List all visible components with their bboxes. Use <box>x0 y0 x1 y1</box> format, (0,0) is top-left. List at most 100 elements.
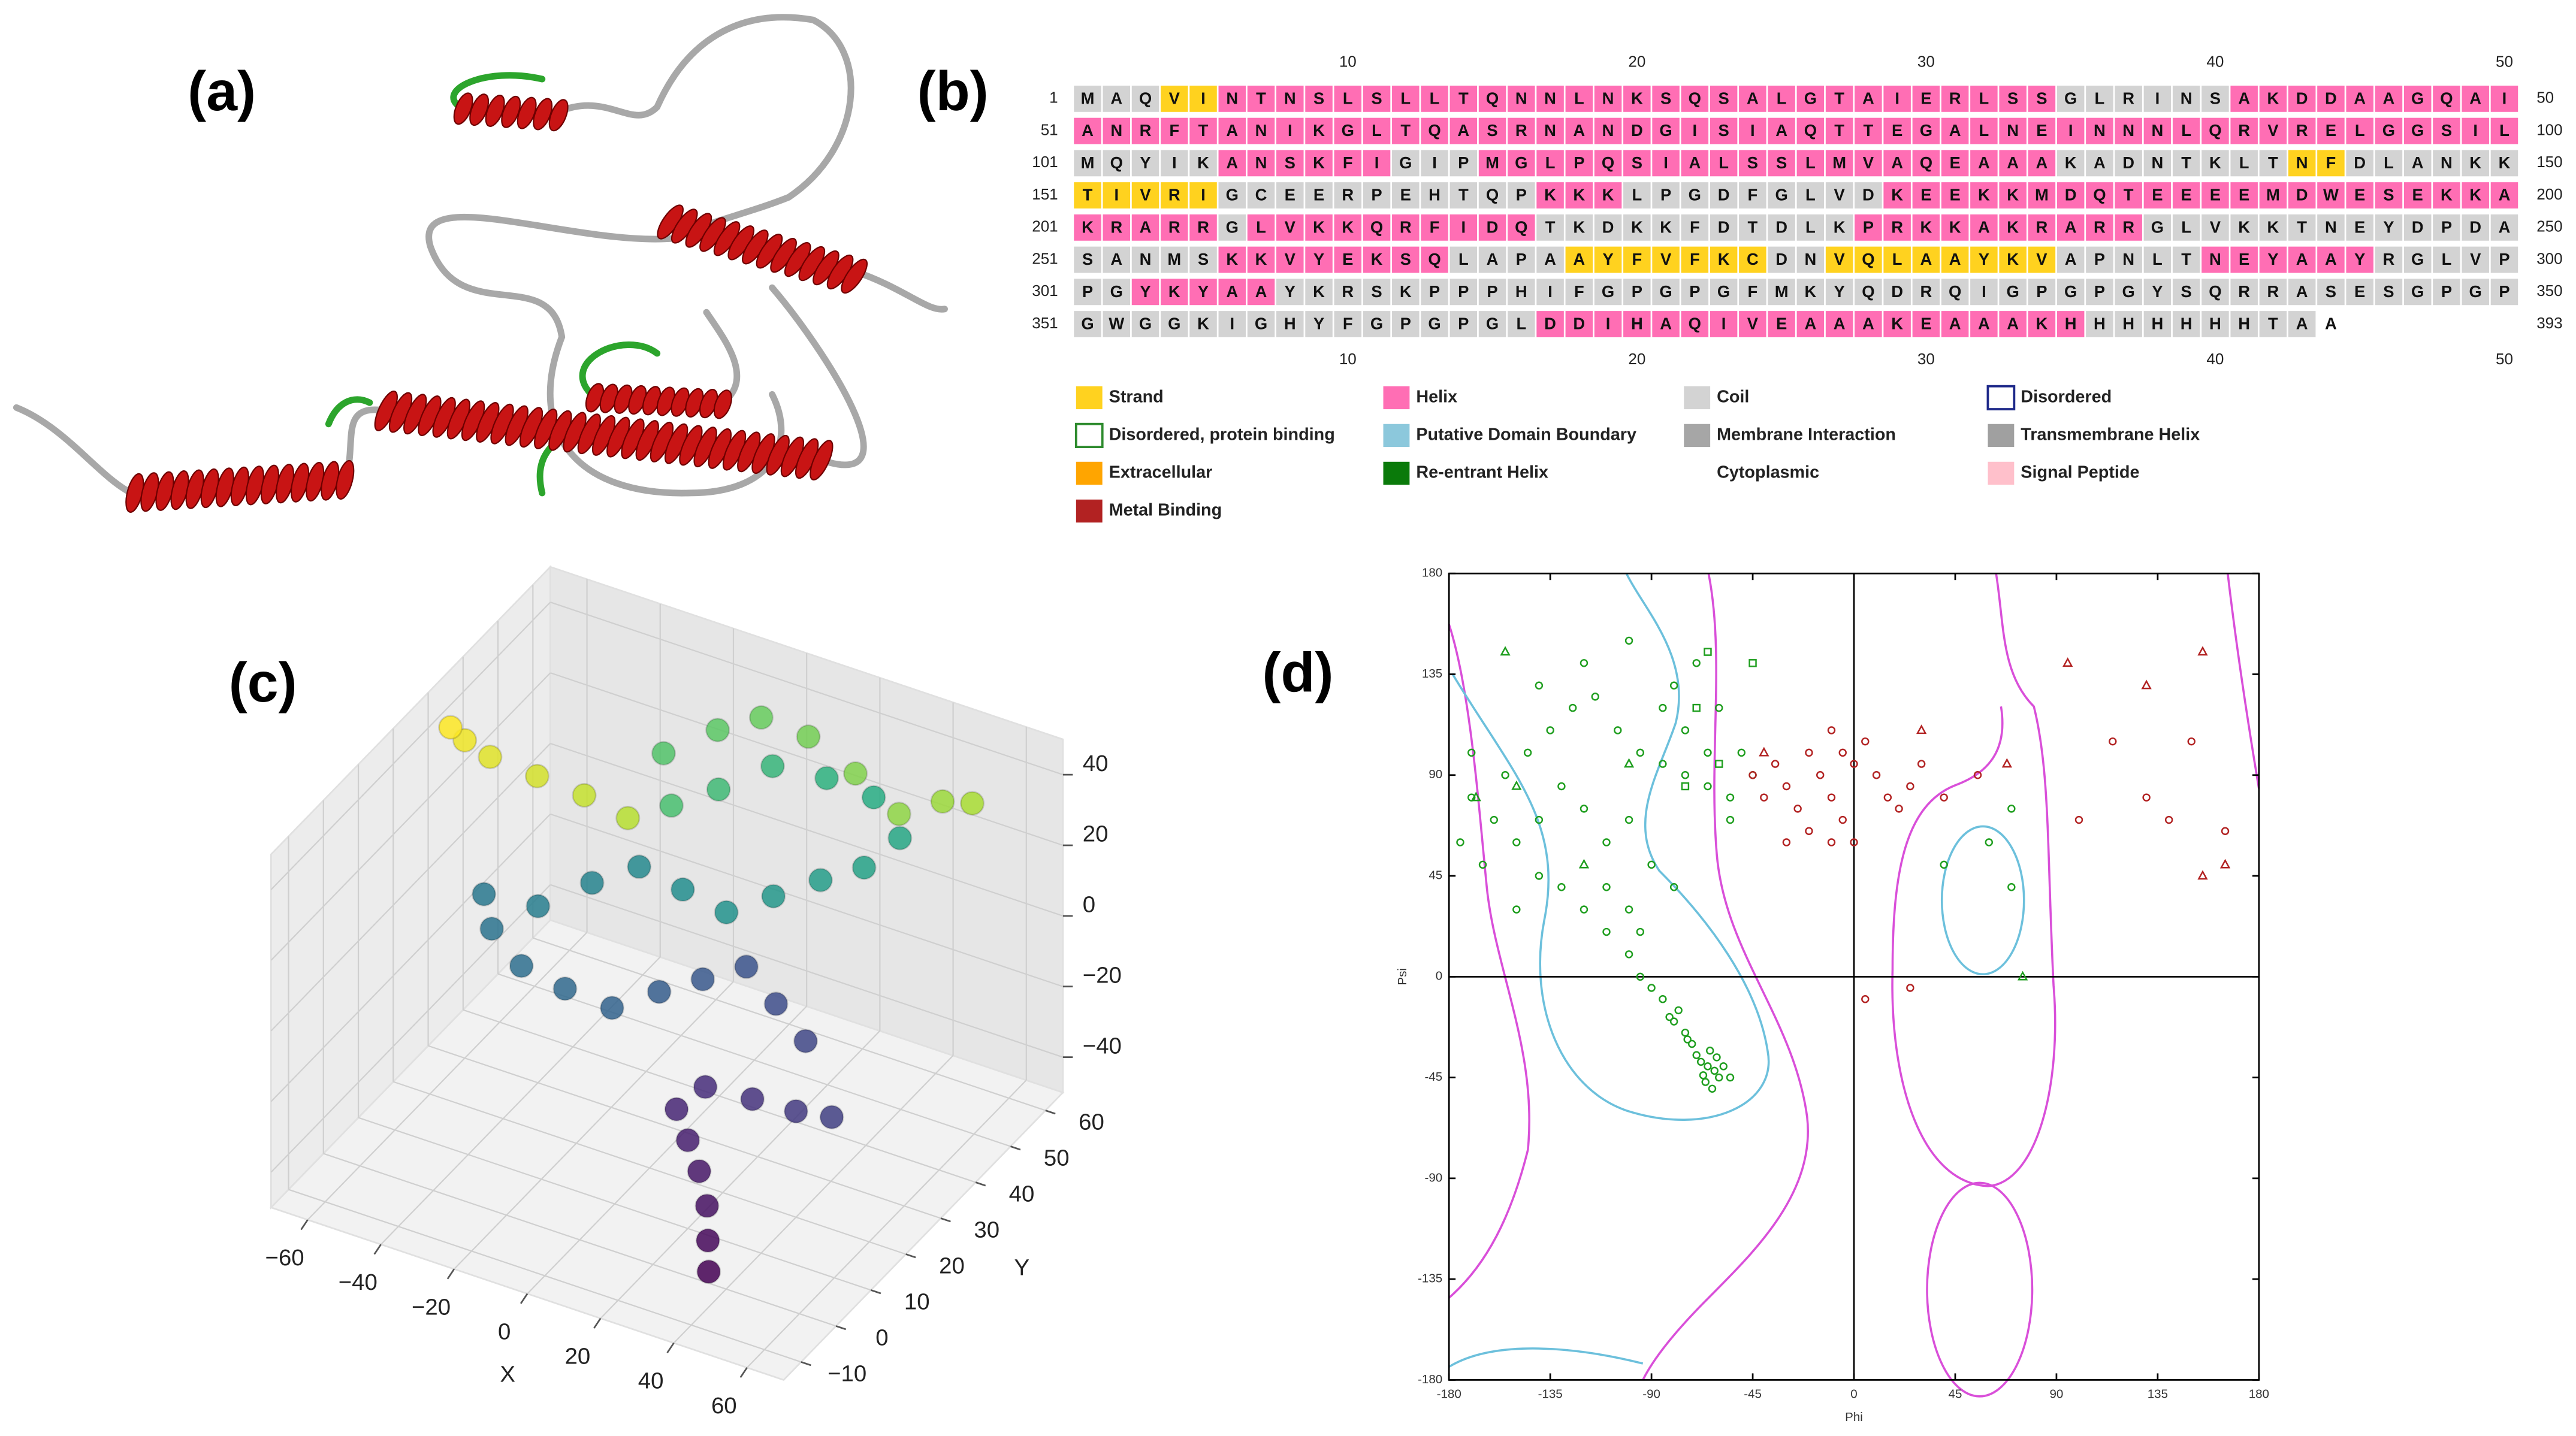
point <box>705 717 730 743</box>
residue-cell <box>1825 214 1853 241</box>
point <box>670 877 695 902</box>
residue-point <box>1674 1006 1683 1015</box>
residue-cell <box>1276 85 1304 112</box>
residue-cell <box>1421 214 1448 241</box>
legend-swatch <box>1074 422 1104 449</box>
residue-point <box>1940 860 1948 869</box>
row-start: 1 <box>1049 89 1058 107</box>
residue-cell <box>1594 214 1622 241</box>
residue-point <box>1602 883 1611 891</box>
grid-line <box>270 743 551 1032</box>
residue-point <box>1940 793 1948 802</box>
grid-line <box>270 814 551 1102</box>
residue-cell <box>1189 246 1217 273</box>
residue-point <box>1683 1035 1692 1044</box>
residue-cell <box>2403 150 2432 177</box>
residue-cell <box>1218 117 1246 144</box>
residue-point <box>1623 758 1635 768</box>
y-tick-label: 50 <box>1044 1145 1070 1171</box>
residue-cell <box>2462 117 2489 144</box>
residue-cell <box>1103 311 1131 337</box>
residue-cell <box>1739 182 1766 209</box>
legend-swatch <box>1383 424 1410 448</box>
residue-cell <box>2433 150 2460 177</box>
x-tick-label: 135 <box>2148 1387 2168 1401</box>
residue-cell <box>1363 214 1391 241</box>
residue-cell <box>2201 214 2229 241</box>
sequence-panel: 10102020303040405050MAQVINTNSLSLLTQNNLNK… <box>1032 52 2563 523</box>
residue-cell <box>1941 117 1969 144</box>
residue-cell <box>2490 150 2518 177</box>
residue-cell <box>1247 246 1275 273</box>
point <box>714 900 739 925</box>
residue-cell <box>1623 214 1651 241</box>
residue-cell <box>1334 182 1362 209</box>
point <box>763 991 789 1017</box>
coil <box>13 404 135 497</box>
residue-cell <box>1218 85 1246 112</box>
residue-point <box>1535 815 1544 824</box>
residue-point <box>1708 1084 1717 1093</box>
residue-cell <box>1363 150 1391 177</box>
point <box>886 802 911 827</box>
residue-cell <box>2230 214 2258 241</box>
y-tick-label: 20 <box>939 1253 965 1279</box>
point <box>526 894 551 919</box>
residue-point <box>1687 1039 1696 1048</box>
residue-cell <box>2172 85 2200 112</box>
residue-cell <box>1536 311 1564 337</box>
row-start: 101 <box>1032 153 1058 171</box>
residue-cell <box>1421 246 1448 273</box>
residue-cell <box>2115 117 2142 144</box>
point <box>472 881 497 907</box>
residue-cell <box>1883 85 1911 112</box>
residue-cell <box>1999 85 2027 112</box>
residue-cell <box>2403 279 2432 306</box>
residue-cell <box>1565 117 1593 144</box>
residue-point <box>1681 726 1690 734</box>
contour <box>1448 624 1530 1299</box>
residue-point <box>1748 659 1757 667</box>
residue-cell <box>1912 182 1940 209</box>
tick-mark <box>1010 1145 1021 1151</box>
residue-cell <box>1623 150 1651 177</box>
residue-cell <box>1508 311 1535 337</box>
residue-cell <box>1739 117 1766 144</box>
residue-cell <box>2028 214 2056 241</box>
residue-cell <box>2143 182 2172 209</box>
point <box>740 1087 765 1112</box>
residue-cell <box>1565 182 1593 209</box>
residue-cell <box>1768 85 1795 112</box>
residue-cell <box>1334 311 1362 337</box>
residue-point <box>1917 760 1926 768</box>
legend-label: Disordered <box>2021 387 2112 406</box>
residue-cell <box>1074 85 1101 112</box>
residue-cell <box>2346 117 2373 144</box>
grid-line <box>270 672 551 961</box>
residue-cell <box>2259 246 2287 273</box>
residue-cell <box>1883 117 1911 144</box>
tick-mark <box>520 1293 529 1304</box>
residue-cell <box>1161 279 1188 306</box>
residue-point <box>1665 1012 1674 1021</box>
residue-cell <box>1912 117 1940 144</box>
residue-cell <box>1681 214 1709 241</box>
y-tick-label: 0 <box>875 1325 888 1351</box>
residue-cell <box>1103 117 1131 144</box>
helix-turn <box>469 93 490 126</box>
column-number: 10 <box>1339 52 1357 70</box>
coil <box>703 309 741 406</box>
y-tick-label: 10 <box>904 1289 930 1315</box>
tick-mark <box>1045 1110 1056 1115</box>
residue-cell <box>1739 214 1766 241</box>
row-start: 251 <box>1032 249 1058 267</box>
residue-cell <box>1103 246 1131 273</box>
residue-cell <box>1508 246 1535 273</box>
residue-cell <box>1652 182 1680 209</box>
tick-mark <box>593 1317 602 1329</box>
residue-cell <box>2346 279 2373 306</box>
grid-line <box>550 884 1064 1058</box>
point <box>627 854 652 879</box>
